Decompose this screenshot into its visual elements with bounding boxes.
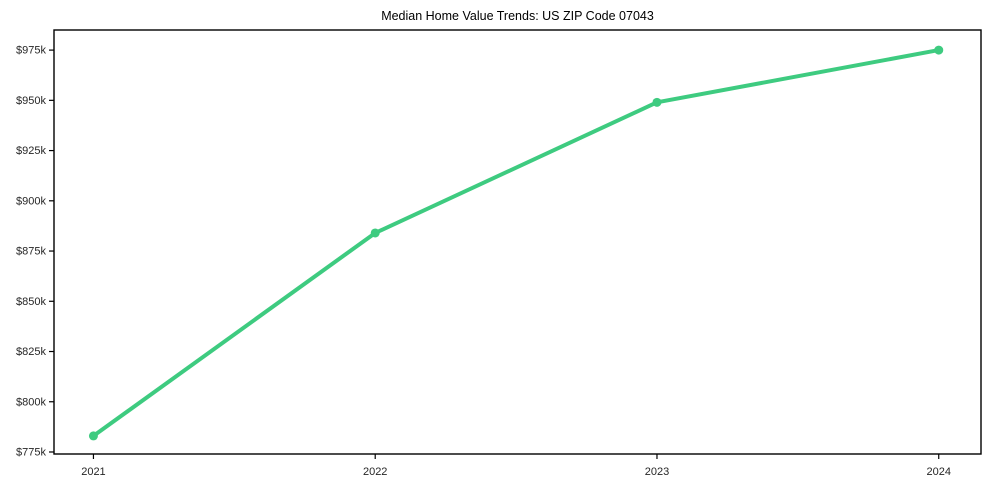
plot-frame [53,29,982,455]
data-point-marker [934,45,944,55]
y-tick-label: $950k [16,95,46,107]
x-tick-label: 2023 [645,466,669,478]
y-tick-label: $875k [16,246,46,258]
y-tick-label: $975k [16,45,46,57]
y-tick-label: $900k [16,195,46,207]
data-point-marker [370,228,380,238]
y-tick-label: $925k [16,145,46,157]
data-point-marker [652,97,662,107]
x-tick-label: 2022 [363,466,387,478]
y-tick-label: $775k [16,446,46,458]
y-tick-label: $850k [16,296,46,308]
data-point-marker [88,431,98,441]
y-tick-label: $800k [16,396,46,408]
trend-line [91,48,941,438]
x-tick-label: 2021 [81,466,105,478]
chart-title: Median Home Value Trends: US ZIP Code 07… [381,9,654,23]
x-tick-label: 2024 [926,466,950,478]
y-tick-label: $825k [16,346,46,358]
